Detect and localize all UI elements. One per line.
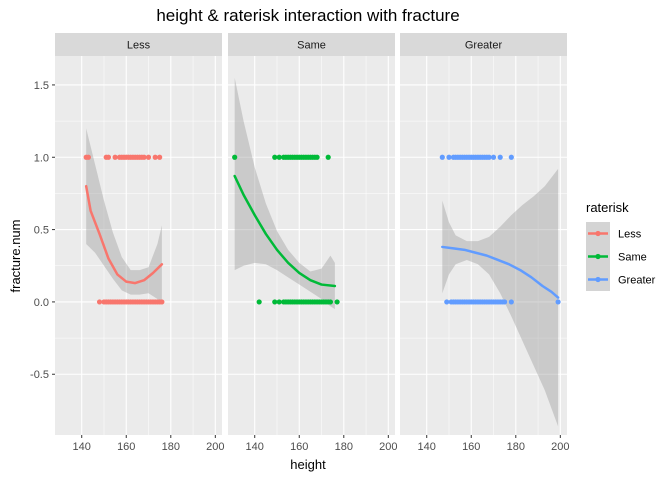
y-axis: -0.5 0.0 0.5 1.0 1.5 [30,80,55,381]
data-point [276,154,282,160]
plot-background [55,56,222,435]
gridlines [400,56,567,435]
facet-strip-label: Greater [465,40,503,52]
data-point [159,299,165,305]
confidence-ribbon [234,77,335,310]
plot-background [228,56,395,435]
smooth-line [441,245,560,299]
x-tick-label: 140 [246,441,264,453]
x-tick-label: 200 [551,441,569,453]
y-tick-label: 0.0 [34,297,49,309]
x-tick-label: 180 [507,441,525,453]
x-tick-label: 200 [206,441,224,453]
data-point [508,154,514,160]
x-axis-title: height [290,457,326,472]
data-point [141,154,147,160]
data-point [446,154,452,160]
facet-panel-same: Same 140 160 180 200 [228,33,397,453]
data-point [157,154,163,160]
x-tick-label: 180 [335,441,353,453]
data-point [232,154,238,160]
y-tick-label: 1.5 [34,80,49,92]
data-point [502,299,508,305]
data-point [96,299,103,305]
y-tick-label: 0.5 [34,225,49,237]
data-point [112,154,118,160]
plot-background [400,56,567,435]
data-point [334,299,340,305]
x-tick-label: 140 [418,441,436,453]
legend-title: raterisk [586,200,629,215]
legend-key-greater: Greater [586,268,656,291]
legend-key-point [595,253,601,260]
data-point [490,154,497,160]
x-tick-label: 160 [462,441,480,453]
x-tick-label: 200 [379,441,397,453]
data-point [497,154,503,160]
smooth-line [84,184,164,285]
smooth-line [233,174,337,288]
data-point [145,154,152,160]
y-tick-label: -0.5 [30,369,49,381]
facet-strip-label: Same [297,40,326,52]
data-point [152,154,158,160]
data-point [272,154,278,160]
confidence-ribbon [442,168,559,427]
legend-key-point [595,230,601,237]
legend-keys: Less Same Greater [586,222,656,291]
facet-strip [55,33,222,56]
data-point [105,154,112,160]
facet-panels: Less 140 160 180 200 Same 140 160 180 200 Greater 1… [55,33,569,453]
data-point [272,299,278,305]
legend-key-less: Less [586,222,642,245]
x-tick-label: 160 [290,441,308,453]
data-point [85,154,91,160]
x-tick-label: 140 [73,441,91,453]
facet-strip-label: Less [127,40,151,52]
data-point [555,299,561,305]
data-point [276,299,282,305]
x-tick-label: 160 [117,441,135,453]
legend-key-same: Same [586,245,647,268]
data-point [444,299,450,305]
legend: raterisk Less Same Greater [586,200,656,291]
y-axis-title: fracture.num [8,220,23,293]
data-point [439,154,445,160]
legend-key-point [595,276,601,283]
x-tick-label: 180 [162,441,180,453]
facet-panel-greater: Greater 140 160 180 200 [400,33,569,453]
confidence-ribbon [86,128,162,304]
data-point [256,299,262,305]
facet-strip [228,33,395,56]
facet-panel-less: Less 140 160 180 200 [55,33,224,453]
data-point [314,154,320,160]
legend-key-label: Greater [618,275,656,287]
chart-title: height & raterisk interaction with fract… [156,6,459,25]
data-point [486,154,492,160]
legend-key-label: Less [618,229,642,241]
y-tick-label: 1.0 [34,152,49,164]
legend-key-label: Same [618,252,647,264]
data-point [325,154,331,160]
facet-strip [400,33,567,56]
data-point [327,299,334,305]
data-point [508,299,514,305]
